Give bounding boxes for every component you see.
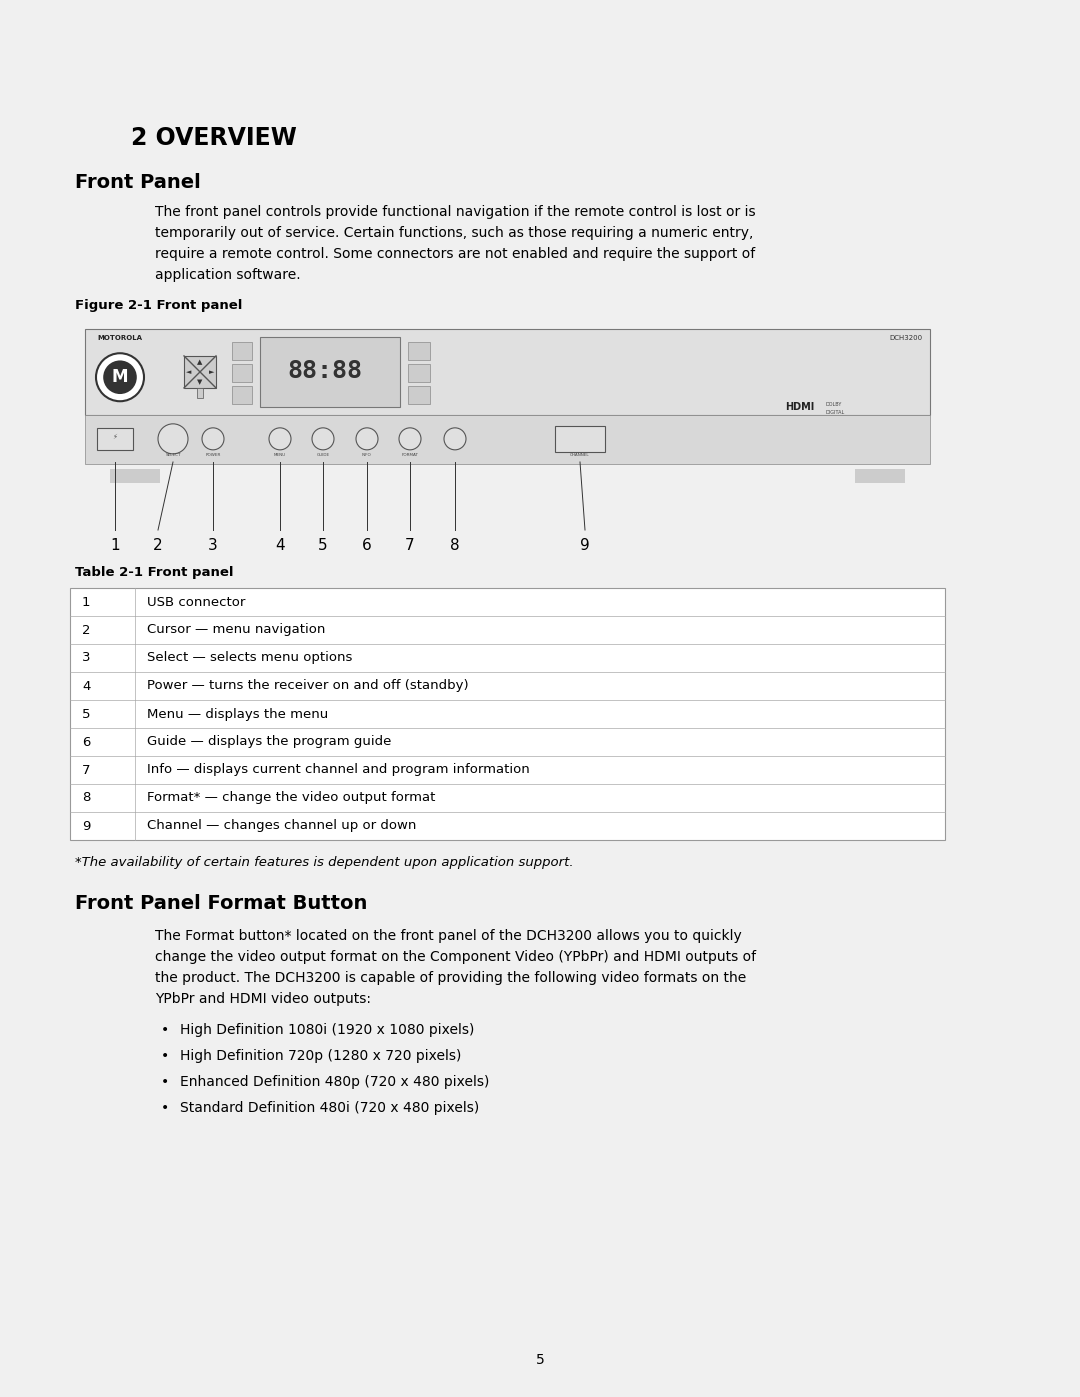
Bar [98,137,117,156]
Text: temporarily out of service. Certain functions, such as those requiring a numeric: temporarily out of service. Certain func… [156,226,754,240]
Bar [232,386,252,404]
Text: ◄: ◄ [186,369,191,374]
Text: Format* — change the video output format: Format* — change the video output format [147,792,435,805]
Text: High Definition 720p (1280 x 720 pixels): High Definition 720p (1280 x 720 pixels) [180,1049,461,1063]
Text: 3: 3 [82,651,91,665]
Text: 2 OVERVIEW: 2 OVERVIEW [131,126,297,149]
Text: Info — displays current channel and program information: Info — displays current channel and prog… [147,764,530,777]
Text: 7: 7 [405,538,415,553]
Bar [232,342,252,360]
Bar [76,137,95,156]
Text: Menu — displays the menu: Menu — displays the menu [147,707,328,721]
Text: DIGITAL: DIGITAL [825,411,845,415]
Text: 7: 7 [82,764,91,777]
Text: DOLBY: DOLBY [825,402,841,408]
Text: 8: 8 [82,792,91,805]
Text: 5: 5 [536,1354,544,1368]
Text: *The availability of certain features is dependent upon application support.: *The availability of certain features is… [75,856,573,869]
Text: Table 2-1 Front panel: Table 2-1 Front panel [75,566,233,578]
Text: 88:88: 88:88 [287,359,363,383]
Text: M: M [111,369,129,386]
Text: Power — turns the receiver on and off (standby): Power — turns the receiver on and off (s… [147,679,469,693]
Text: CHANNEL: CHANNEL [570,453,590,457]
Text: SELECT: SELECT [165,453,180,457]
Text: the product. The DCH3200 is capable of providing the following video formats on : the product. The DCH3200 is capable of p… [156,971,746,985]
Bar [555,426,605,451]
Bar [408,365,430,381]
Text: POWER: POWER [205,453,220,457]
Text: ▼: ▼ [198,379,203,386]
Ellipse shape [269,427,291,450]
Text: 1: 1 [110,538,120,553]
Text: application software.: application software. [156,268,300,282]
Bar [76,115,95,134]
Text: 9: 9 [580,538,590,553]
Text: Standard Definition 480i (720 x 480 pixels): Standard Definition 480i (720 x 480 pixe… [180,1101,480,1115]
Text: YPbPr and HDMI video outputs:: YPbPr and HDMI video outputs: [156,992,372,1006]
Text: ⚡: ⚡ [112,434,118,440]
Text: 2: 2 [153,538,163,553]
Ellipse shape [444,427,465,450]
Text: Enhanced Definition 480p (720 x 480 pixels): Enhanced Definition 480p (720 x 480 pixe… [180,1076,489,1090]
Text: HDMI: HDMI [785,402,814,412]
Text: require a remote control. Some connectors are not enabled and require the suppor: require a remote control. Some connector… [156,247,755,261]
Text: 5: 5 [82,707,91,721]
Text: Figure 2-1 Front panel: Figure 2-1 Front panel [75,299,242,312]
Ellipse shape [96,353,144,401]
Bar [70,588,945,840]
Text: USB connector: USB connector [147,595,245,609]
Text: FORMAT: FORMAT [402,453,419,457]
Text: Guide — displays the program guide: Guide — displays the program guide [147,735,391,749]
Text: MOTOROLA: MOTOROLA [97,335,141,341]
Text: 8: 8 [450,538,460,553]
Text: Front Panel: Front Panel [75,173,201,191]
Text: 9: 9 [82,820,91,833]
Ellipse shape [399,427,421,450]
Text: INFO: INFO [362,453,372,457]
Text: High Definition 1080i (1920 x 1080 pixels): High Definition 1080i (1920 x 1080 pixel… [180,1023,474,1037]
Text: MENU: MENU [274,453,286,457]
Bar [260,337,400,407]
Text: The Format button* located on the front panel of the DCH3200 allows you to quick: The Format button* located on the front … [156,929,742,943]
Text: Channel — changes channel up or down: Channel — changes channel up or down [147,820,417,833]
Bar [110,469,160,483]
Text: 1: 1 [82,595,91,609]
Ellipse shape [202,427,224,450]
Ellipse shape [158,423,188,454]
Bar [97,427,133,450]
Text: 5: 5 [319,538,328,553]
Bar [85,330,930,415]
Text: 6: 6 [82,735,91,749]
Text: change the video output format on the Component Video (YPbPr) and HDMI outputs o: change the video output format on the Co… [156,950,756,964]
Text: The front panel controls provide functional navigation if the remote control is : The front panel controls provide functio… [156,205,756,219]
Text: •: • [161,1101,170,1115]
Text: GUIDE: GUIDE [316,453,329,457]
Text: 4: 4 [82,679,91,693]
Bar [197,388,203,398]
Bar [184,356,216,388]
Text: 3: 3 [208,538,218,553]
Text: Front Panel Format Button: Front Panel Format Button [75,894,367,914]
Ellipse shape [104,360,137,394]
Text: •: • [161,1076,170,1090]
Text: 6: 6 [362,538,372,553]
Text: ▲: ▲ [198,359,203,365]
Text: •: • [161,1049,170,1063]
Bar [98,115,117,134]
Text: •: • [161,1023,170,1037]
Ellipse shape [356,427,378,450]
Text: ►: ► [208,369,214,374]
Bar [408,386,430,404]
Text: Cursor — menu navigation: Cursor — menu navigation [147,623,325,637]
Text: DCH3200: DCH3200 [889,335,922,341]
Text: 4: 4 [275,538,285,553]
Bar [85,415,930,464]
Text: Select — selects menu options: Select — selects menu options [147,651,352,665]
Bar [232,365,252,381]
Bar [408,342,430,360]
Bar [855,469,905,483]
Text: 2: 2 [82,623,91,637]
Ellipse shape [312,427,334,450]
